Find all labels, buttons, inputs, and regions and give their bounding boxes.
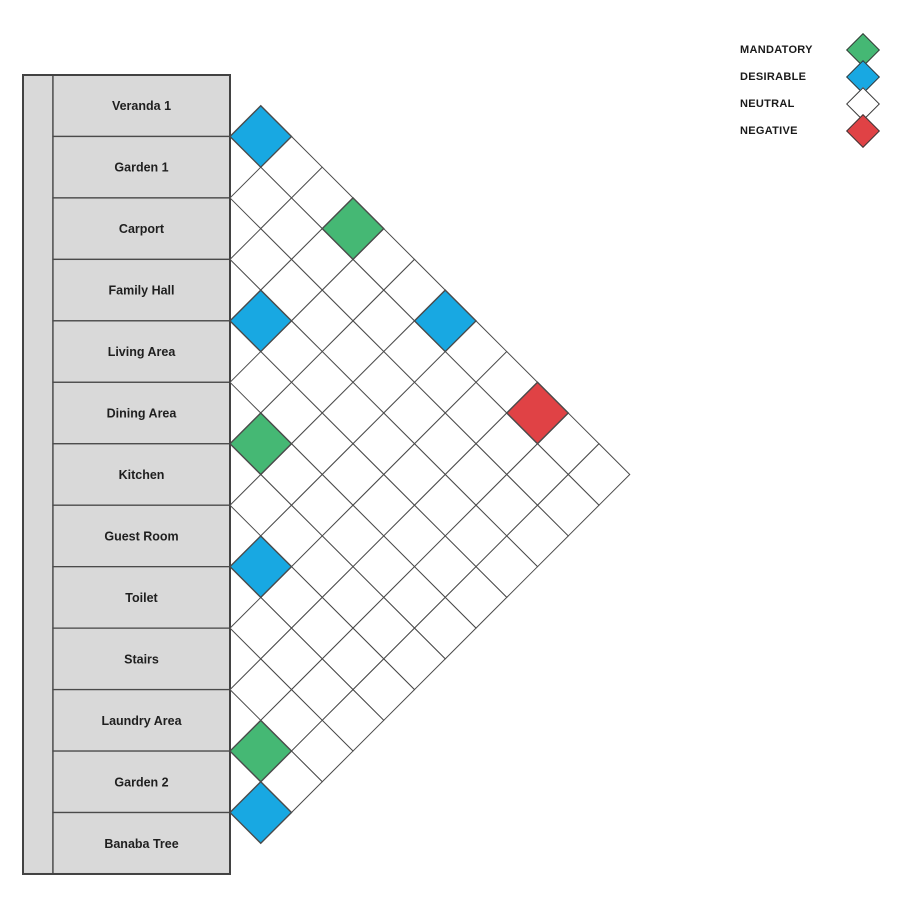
room-row-stairs xyxy=(52,627,231,691)
room-label-garden-1: Garden 1 xyxy=(114,161,168,175)
room-row-kitchen xyxy=(52,443,231,506)
room-label-banaba-tree: Banaba Tree xyxy=(104,837,178,851)
legend-row-desirable: DESIRABLE xyxy=(740,60,910,94)
matrix-cell-garden-2-x-banaba-tree xyxy=(229,780,293,845)
room-row-laundry-area xyxy=(52,688,231,752)
room-row-toilet xyxy=(52,566,231,629)
room-table-border xyxy=(22,74,231,875)
room-label-garden-2: Garden 2 xyxy=(114,775,168,789)
matrix-cell-dining-area-x-kitchen xyxy=(229,412,293,476)
room-label-toilet: Toilet xyxy=(125,591,158,605)
legend: MANDATORY DESIRABLE NEUTRAL NEGATIVE xyxy=(740,33,910,148)
room-label-guest-room: Guest Room xyxy=(104,529,178,543)
room-label-family-hall: Family Hall xyxy=(109,284,175,298)
legend-label-negative: NEGATIVE xyxy=(740,125,798,137)
matrix-cell-veranda-1-x-guest-room xyxy=(413,289,477,353)
legend-row-mandatory: MANDATORY xyxy=(740,33,910,67)
room-label-kitchen: Kitchen xyxy=(119,468,165,482)
room-label-laundry-area: Laundry Area xyxy=(101,714,182,728)
legend-label-desirable: DESIRABLE xyxy=(740,71,807,83)
matrix-cell-veranda-1-x-laundry-area xyxy=(505,381,570,445)
room-row-family-hall xyxy=(52,258,231,322)
matrix-cell-veranda-1-x-living-area xyxy=(321,196,385,261)
matrix-cell-veranda-1-x-garden-1 xyxy=(229,104,293,169)
room-label-dining-area: Dining Area xyxy=(107,407,178,421)
room-row-veranda-1 xyxy=(52,74,231,138)
room-row-banaba-tree xyxy=(52,811,231,875)
legend-row-negative: NEGATIVE xyxy=(740,114,910,148)
legend-row-neutral: NEUTRAL xyxy=(740,87,910,121)
matrix-cell-guest-room-x-toilet xyxy=(229,534,293,599)
negative-diamond-icon xyxy=(846,114,880,148)
room-row-carport xyxy=(52,197,231,261)
room-row-living-area xyxy=(52,320,231,383)
legend-label-neutral: NEUTRAL xyxy=(740,98,795,110)
matrix-cell-laundry-area-x-garden-2 xyxy=(229,719,293,783)
legend-label-mandatory: MANDATORY xyxy=(740,44,813,56)
room-label-carport: Carport xyxy=(119,222,165,236)
room-label-veranda-1: Veranda 1 xyxy=(112,99,171,113)
room-label-living-area: Living Area xyxy=(108,345,177,359)
left-strip xyxy=(22,74,54,875)
room-label-stairs: Stairs xyxy=(124,652,159,666)
matrix-cell-family-hall-x-living-area xyxy=(229,289,293,353)
